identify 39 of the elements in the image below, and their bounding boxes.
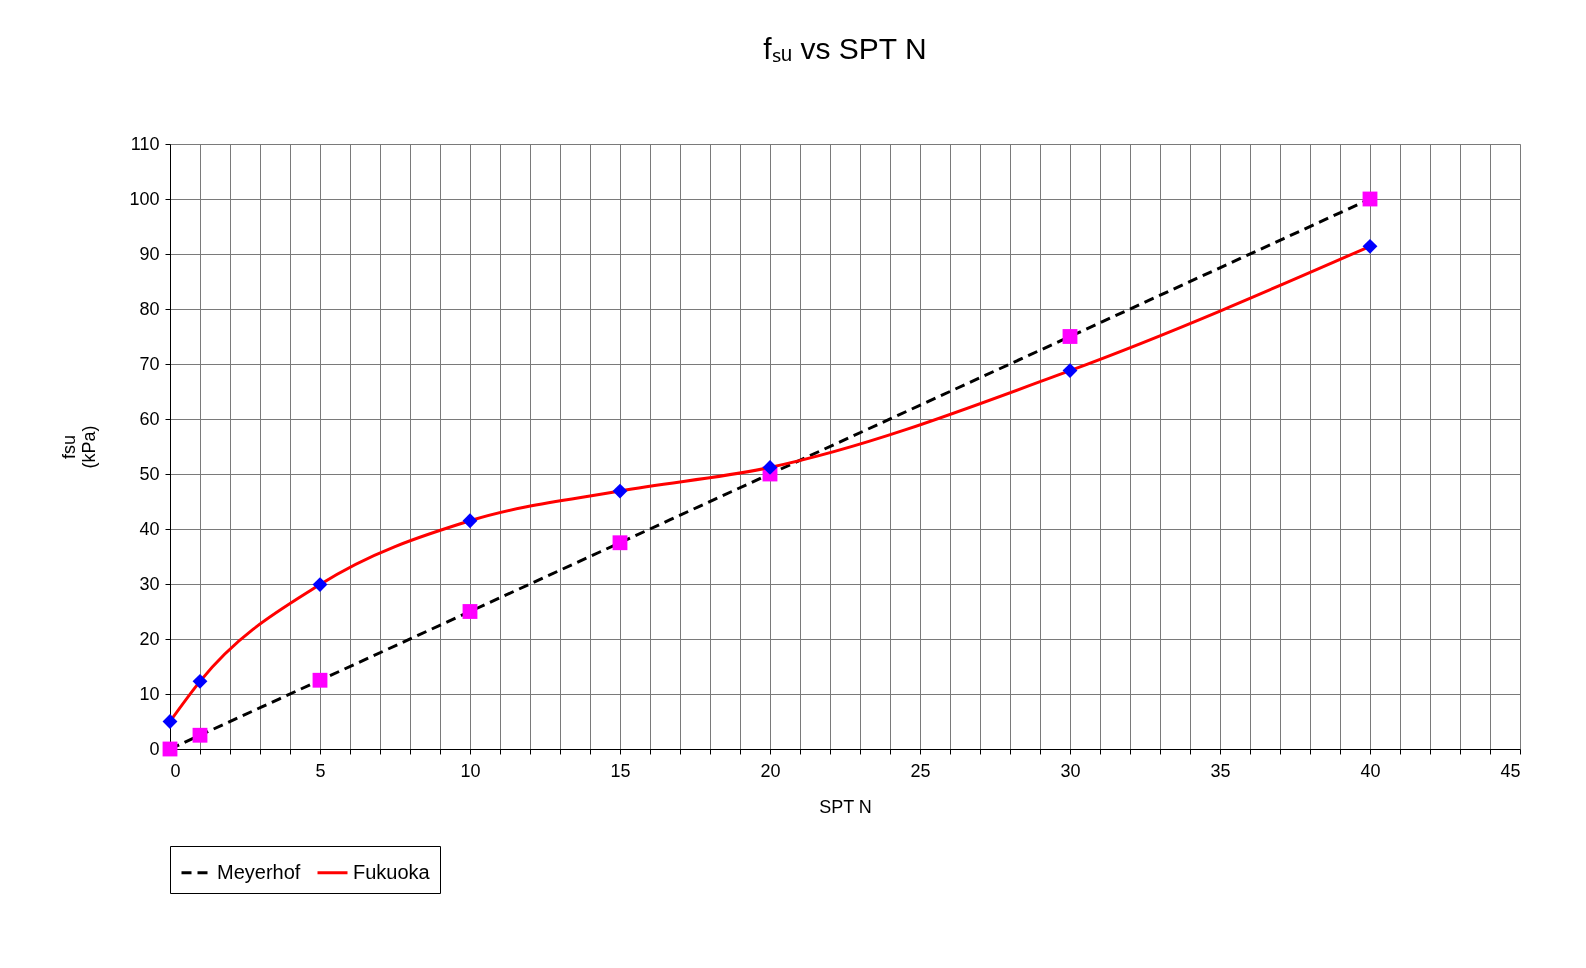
point <box>312 672 328 688</box>
x-tick-label: 15 <box>610 760 631 781</box>
y-tick-label: 20 <box>139 628 160 649</box>
point <box>612 535 628 551</box>
point <box>1062 363 1078 379</box>
point <box>1362 238 1378 254</box>
point <box>612 483 628 499</box>
x-tick-label: 20 <box>760 760 781 781</box>
x-tick-label: 30 <box>1060 760 1081 781</box>
y-tick-label: 50 <box>139 463 160 484</box>
y-tick-label: 30 <box>139 573 160 594</box>
x-tick-label: 40 <box>1360 760 1381 781</box>
x-tick-label: 0 <box>170 760 181 781</box>
point <box>192 673 208 689</box>
y-tick-label: 60 <box>139 408 160 429</box>
x-tick-label: 10 <box>460 760 481 781</box>
point <box>762 459 778 475</box>
y-tick-label: 70 <box>139 353 160 374</box>
y-tick-label: 40 <box>139 518 160 539</box>
y-tick-label: 100 <box>129 188 160 209</box>
y-tick-label: 90 <box>139 243 160 264</box>
point <box>162 741 178 757</box>
point <box>1062 329 1078 344</box>
chart-title: fₛᵤ vs SPT N <box>763 32 927 65</box>
y-tick-label: 0 <box>149 738 160 759</box>
y-axis-title: fsu (kPa) <box>59 425 100 469</box>
x-axis-title: SPT N <box>819 796 872 817</box>
y-tick-label: 110 <box>130 133 160 154</box>
x-tick-label: 35 <box>1210 760 1231 781</box>
y-tick-label: 80 <box>139 298 160 319</box>
y-tick-label: 10 <box>139 683 160 704</box>
x-tick-label: 25 <box>910 760 931 781</box>
point <box>192 727 208 743</box>
legend-label: Fukuoka <box>353 860 431 883</box>
point <box>462 513 478 529</box>
point <box>462 604 478 619</box>
x-tick-label: 45 <box>1500 760 1521 781</box>
x-tick-label: 5 <box>315 760 326 781</box>
legend-label: Meyerhof <box>217 860 301 883</box>
